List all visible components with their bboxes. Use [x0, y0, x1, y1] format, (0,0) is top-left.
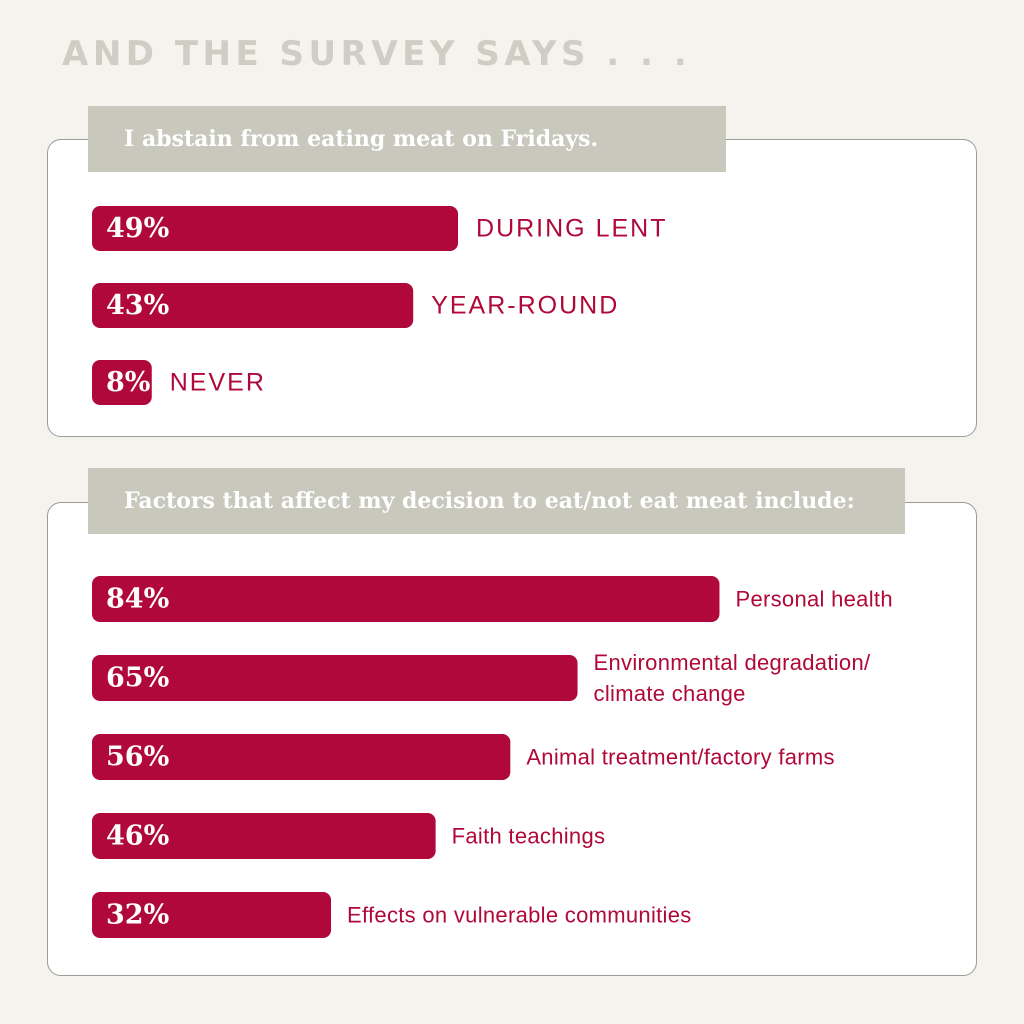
- bar-value-label-factors-2: 56%: [106, 742, 169, 773]
- bar-fridays-0: [92, 206, 459, 251]
- category-label-fridays-2: NEVER: [170, 369, 266, 397]
- bar-value-label-factors-1: 65%: [106, 663, 169, 694]
- bar-value-label-factors-4: 32%: [106, 900, 169, 931]
- category-label-factors-2: Animal treatment/factory farms: [526, 745, 835, 770]
- category-label-factors-3: Faith teachings: [452, 824, 606, 849]
- bar-value-label-fridays-1: 43%: [106, 290, 169, 321]
- page-headline: AND THE SURVEY SAYS . . .: [62, 34, 692, 74]
- category-label-factors-1-line-1: climate change: [594, 681, 746, 706]
- bar-factors-2: [92, 734, 511, 780]
- bar-factors-1: [92, 655, 578, 701]
- bar-value-label-factors-0: 84%: [106, 584, 169, 615]
- category-label-factors-4: Effects on vulnerable communities: [347, 903, 692, 928]
- chart-title-factors: Factors that affect my decision to eat/n…: [88, 468, 905, 534]
- bar-fridays-1: [92, 283, 414, 328]
- category-label-fridays-0: DURING LENT: [476, 215, 667, 243]
- category-label-factors-0: Personal health: [735, 587, 892, 612]
- bar-fridays-2: [92, 360, 152, 405]
- chart-title-fridays: I abstain from eating meat on Fridays.: [88, 106, 726, 172]
- bar-value-label-fridays-2: 8%: [106, 367, 150, 398]
- bar-value-label-fridays-0: 49%: [106, 213, 169, 244]
- bar-factors-4: [92, 892, 332, 938]
- bar-factors-0: [92, 576, 720, 622]
- category-label-factors-1-line-0: Environmental degradation/: [594, 650, 871, 675]
- bar-factors-3: [92, 813, 436, 859]
- category-label-fridays-1: YEAR-ROUND: [431, 292, 619, 320]
- bar-value-label-factors-3: 46%: [106, 821, 169, 852]
